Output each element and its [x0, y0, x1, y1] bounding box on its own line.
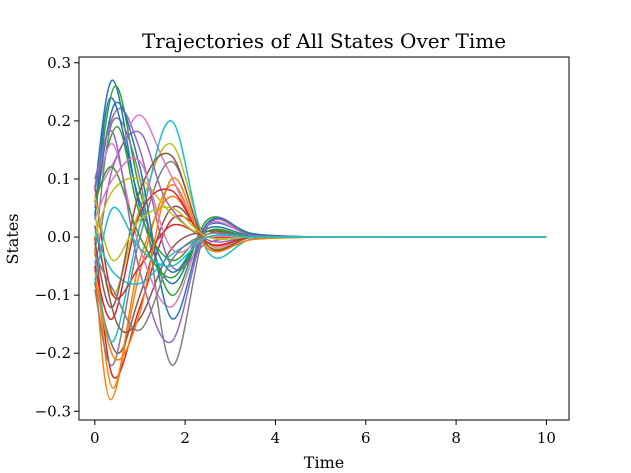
y-axis: −0.3 −0.2 −0.1 0.0 0.1 0.2 0.3: [35, 54, 79, 420]
series-line-11: [94, 96, 547, 273]
x-tick-label: 0: [90, 429, 100, 447]
chart-title: Trajectories of All States Over Time: [142, 29, 506, 53]
y-tick-label: 0.3: [47, 54, 71, 72]
x-tick-label: 10: [537, 429, 556, 447]
y-tick-label: −0.1: [35, 286, 71, 304]
x-tick-label: 6: [361, 429, 371, 447]
y-tick-label: −0.2: [35, 344, 71, 362]
x-axis: 0 2 4 6 8 10: [90, 420, 556, 447]
x-tick-label: 4: [271, 429, 281, 447]
series-line-4: [94, 214, 547, 379]
series-line-21: [94, 101, 547, 320]
y-tick-label: 0.1: [47, 170, 71, 188]
x-tick-label: 8: [451, 429, 461, 447]
x-axis-label: Time: [304, 453, 344, 472]
series-layer: [94, 79, 547, 401]
plot-frame: [78, 56, 570, 421]
y-tick-label: −0.3: [35, 402, 71, 420]
y-tick-label: 0.2: [47, 112, 71, 130]
series-line-30: [94, 206, 547, 284]
x-tick-label: 2: [180, 429, 190, 447]
series-line-20: [94, 230, 547, 285]
y-axis-label: States: [3, 213, 22, 264]
series-line-1: [94, 79, 547, 285]
y-tick-label: 0.0: [47, 228, 71, 246]
series-line-9: [94, 143, 547, 296]
